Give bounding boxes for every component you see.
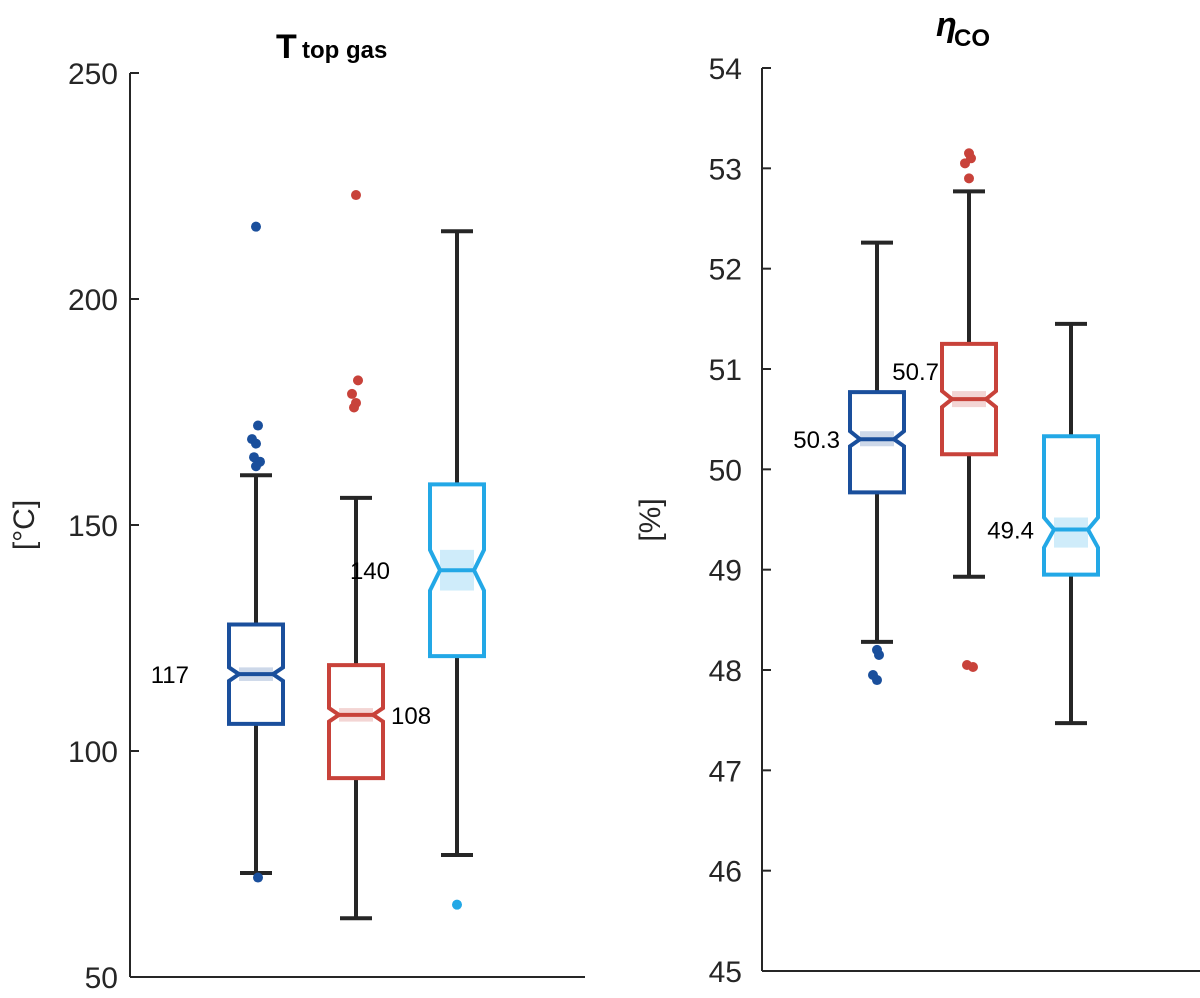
chart-title-main: T <box>276 28 297 66</box>
outlier-point <box>251 461 261 472</box>
outlier-point <box>253 872 263 883</box>
outlier-point <box>872 675 882 686</box>
chart-panel-temperature: T top gas [°C] 50 100 150 200 250 117 108 140 <box>8 28 585 995</box>
box-series-3: 49.4 <box>987 321 1100 726</box>
y-axis-label: [%] <box>634 498 667 541</box>
box-series-2: 50.7 <box>892 148 998 672</box>
box-series-1: 117 <box>151 221 285 883</box>
boxes: 50.3 50.7 49.4 <box>793 148 1100 726</box>
box-outline <box>227 622 285 726</box>
box-series-3: 140 <box>350 229 486 910</box>
chart-title-sub: top gas <box>302 37 387 64</box>
outlier-point <box>960 158 970 169</box>
y-tick-label: 100 <box>68 736 118 769</box>
outlier-point <box>874 649 884 660</box>
y-tick-label: 49 <box>709 555 742 588</box>
y-tick-label: 50 <box>709 454 742 487</box>
outlier-point <box>251 221 261 232</box>
y-tick-label: 52 <box>709 254 742 287</box>
y-tick-label: 150 <box>68 510 118 543</box>
y-tick-label: 48 <box>709 655 742 688</box>
y-tick-label: 250 <box>68 58 118 91</box>
axes: 50 100 150 200 250 <box>68 58 585 995</box>
boxes: 117 108 140 <box>151 190 486 921</box>
y-tick-label: 47 <box>709 755 742 788</box>
outlier-point <box>253 420 263 431</box>
outlier-point <box>968 661 978 672</box>
median-label: 140 <box>350 558 390 585</box>
box-outline <box>327 663 385 781</box>
outlier-point <box>251 438 261 449</box>
box-outline <box>848 390 906 495</box>
y-tick-label: 50 <box>85 962 118 993</box>
axes: 45 46 47 48 49 50 51 52 53 54 <box>709 53 1200 989</box>
notch-band <box>1054 517 1088 548</box>
median-label: 50.7 <box>892 359 939 386</box>
outlier-point <box>349 402 359 413</box>
median-label: 49.4 <box>987 518 1034 545</box>
box-outline <box>1042 434 1100 577</box>
box-outline <box>940 341 998 457</box>
outlier-point <box>347 388 357 399</box>
chart-title-sub: CO <box>954 25 990 52</box>
y-tick-label: 54 <box>709 53 742 86</box>
chart-title-main: η <box>936 6 957 44</box>
median-label: 117 <box>151 662 189 689</box>
outlier-point <box>964 173 974 184</box>
y-tick-label: 53 <box>709 153 742 186</box>
outlier-point <box>452 899 462 910</box>
y-tick-label: 45 <box>709 956 742 989</box>
box-series-1: 50.3 <box>793 240 906 686</box>
box-outline <box>428 482 486 659</box>
y-tick-label: 51 <box>709 354 742 387</box>
median-label: 108 <box>391 703 431 730</box>
y-tick-label: 46 <box>709 856 742 889</box>
median-label: 50.3 <box>793 427 840 454</box>
y-axis-label: [°C] <box>8 500 41 550</box>
outlier-point <box>353 375 363 386</box>
box-series-2: 108 <box>327 190 431 921</box>
outlier-point <box>351 190 361 201</box>
y-tick-label: 200 <box>68 284 118 317</box>
chart-panel-efficiency: η CO [%] 45 46 47 48 49 50 51 52 53 54 50.3 50.7 49… <box>634 6 1200 989</box>
